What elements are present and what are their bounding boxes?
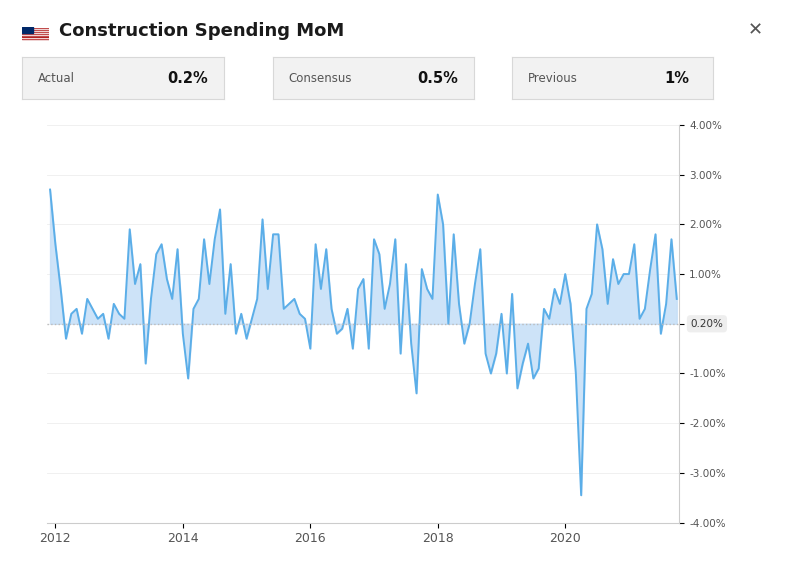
Bar [22, 31, 49, 32]
Bar [22, 30, 49, 31]
Text: 1%: 1% [664, 70, 690, 86]
Bar [22, 37, 49, 39]
Text: Previous: Previous [528, 72, 578, 85]
Bar [22, 29, 49, 30]
Bar [22, 39, 49, 40]
Text: 0.2%: 0.2% [167, 70, 208, 86]
Bar [22, 27, 33, 34]
Bar [22, 35, 49, 36]
Bar [22, 40, 49, 41]
Bar [22, 28, 49, 29]
Bar [22, 34, 49, 35]
Text: 0.5%: 0.5% [417, 70, 458, 86]
Text: Construction Spending MoM: Construction Spending MoM [59, 22, 344, 40]
Text: Actual: Actual [38, 72, 75, 85]
Text: 0.20%: 0.20% [690, 319, 724, 329]
Bar [22, 32, 49, 34]
Bar [22, 36, 49, 37]
Bar [22, 27, 49, 28]
Text: Consensus: Consensus [288, 72, 352, 85]
Text: ✕: ✕ [748, 21, 763, 39]
Bar [22, 26, 49, 27]
